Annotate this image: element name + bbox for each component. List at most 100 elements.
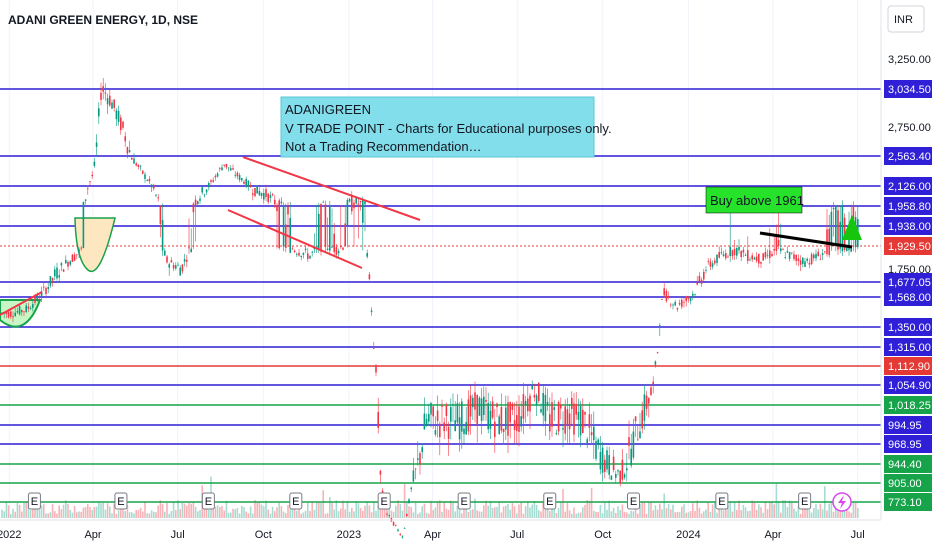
candle-body [223,164,225,166]
candle-body [364,201,366,205]
volume-bar [549,511,551,518]
volume-bar [282,511,285,518]
volume-bar [410,507,412,518]
price-level-label: 944.40 [888,459,922,471]
candle-body [304,248,307,251]
candle-body [38,299,41,300]
candle-body [89,181,91,183]
volume-bar [381,506,384,518]
earnings-marker[interactable] [114,492,128,510]
volume-bar [478,511,481,518]
volume-bar [705,509,707,518]
candle-body [841,205,844,252]
candle-body [458,417,461,440]
earnings-marker[interactable] [27,492,41,510]
earnings-marker[interactable] [457,492,471,510]
volume-bar [234,509,236,518]
volume-bar [236,507,239,518]
candle-body [243,181,245,184]
volume-bar [102,502,104,518]
earnings-marker[interactable] [377,492,391,510]
earnings-marker[interactable] [201,492,215,510]
earnings-marker[interactable] [626,492,640,510]
candle-body [810,254,813,265]
volume-bar [148,513,151,518]
volume-bar [458,508,461,518]
earnings-marker-label: E [205,496,212,508]
volume-bar [177,500,179,518]
volume-bar [375,510,377,518]
currency-button[interactable] [887,5,925,33]
candle-body [524,400,527,405]
volume-bar [599,504,602,518]
candle-body [54,269,56,277]
candle-body [711,263,714,267]
note-box [280,96,595,158]
candle-body [179,267,181,276]
earnings-marker[interactable] [715,492,729,510]
volume-bar [637,513,639,518]
candle-body [546,401,549,406]
candle-body [555,433,558,435]
candle-body [417,458,419,460]
candle-body [694,294,696,296]
candle-body [720,252,723,254]
volume-bar [348,511,351,518]
candle-body [436,410,439,422]
volume-bar [641,502,643,518]
candle-body [705,269,707,271]
volume-bar [714,501,716,518]
price-level-label: 905.00 [888,478,922,490]
volume-bar [40,505,43,518]
candle-body [146,180,148,182]
candle-body [450,406,452,422]
candle-body [549,414,551,432]
price-level-badge [884,416,932,434]
candle-body [84,199,87,201]
candle-body [681,299,683,307]
note-line-1: ADANIGREEN [285,102,371,117]
volume-bar [553,508,555,518]
candle-body [747,250,749,262]
volume-bar [733,502,736,518]
volume-bar [535,504,538,518]
earnings-marker-label: E [31,496,38,508]
candle-body [518,406,520,432]
volume-bar [544,505,547,518]
candle-body [326,248,329,250]
candle-body [696,282,698,285]
volume-bar [71,512,74,518]
candle-body [595,441,597,459]
earnings-marker[interactable] [289,492,303,510]
volume-bar [502,506,505,518]
time-axis[interactable]: 2022 Apr Jul Oct 2023 Apr Jul Oct 2024 Apr Jul [0,529,865,541]
volume-bar [703,511,705,518]
candle-body [291,248,294,250]
volume-bar [406,502,408,518]
volume-bar [670,509,672,518]
volume-bar [663,493,665,518]
candle-body [474,392,476,410]
earnings-marker[interactable] [798,492,812,510]
candle-body [808,263,811,265]
volume-bar [203,502,206,518]
candle-body [839,221,841,249]
volume-bar [54,511,56,518]
volume-bar [595,511,597,518]
volume-bar [551,501,553,518]
volume-bar [16,503,19,518]
candle-body [604,459,606,472]
volume-bar [32,508,34,518]
volume-bar [370,512,373,518]
volume-bar [617,506,619,518]
candle-body [454,420,456,432]
candle-body [685,296,687,302]
earnings-marker[interactable] [543,492,557,510]
candle-body [538,382,540,401]
candle-body [340,246,342,248]
volume-bar [186,505,188,518]
volume-bar [828,503,830,518]
volume-bar [584,505,586,518]
candle-body [799,260,802,265]
